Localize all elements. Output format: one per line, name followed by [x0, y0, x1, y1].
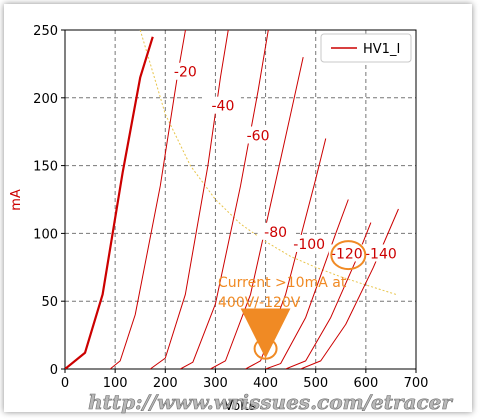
curve-labels: -20 -40 -60 -80 -100 -120 -140: [167, 62, 399, 262]
max-dissipation-line: [139, 30, 397, 295]
legend: HV1_I: [320, 33, 412, 63]
curve-label-bg: [240, 126, 277, 144]
axis-ticks: 0 100 200 300 400 500 600 700 0 50 100 150 200 250: [33, 24, 428, 391]
plate-curve-5: [245, 138, 327, 369]
x-tick-label: 500: [303, 376, 328, 391]
x-tick-label: 100: [103, 376, 128, 391]
legend-box: [320, 33, 412, 63]
plate-curve-0: [65, 36, 154, 369]
y-axis-label: mA: [9, 189, 24, 211]
y-tick-label: 150: [33, 160, 58, 175]
curve-label-bg: [291, 234, 328, 252]
curve-label: -80: [264, 225, 287, 241]
plate-curve-6: [265, 199, 349, 369]
x-tick-label: 400: [253, 376, 278, 391]
highlight-circle: [330, 240, 367, 271]
curve-label-bg: [257, 222, 294, 240]
x-axis-label: Volts: [224, 399, 256, 414]
y-tick-label: 50: [41, 295, 58, 310]
curve-label: -20: [174, 65, 197, 81]
y-tick-label: 100: [33, 227, 58, 242]
x-tick-label: 200: [153, 376, 178, 391]
chart-frame: [4, 4, 472, 412]
annotation-text-line: Current >10mA at: [218, 275, 347, 291]
curve-label: -40: [212, 99, 235, 115]
x-tick-label: 600: [353, 376, 378, 391]
curve-label-bg: [328, 244, 365, 262]
curve-label: -140: [365, 246, 397, 262]
x-tick-label: 0: [61, 376, 69, 391]
plate-curve-3: [180, 30, 269, 369]
curve-label-bg: [167, 62, 204, 80]
annotation: Current >10mA at 400V/-120V: [218, 240, 367, 360]
highlight-circle: [253, 337, 278, 360]
x-tick-label: 300: [203, 376, 228, 391]
y-tick-label: 0: [50, 363, 58, 378]
max-dissipation-curve: [139, 30, 397, 295]
plot-area-border: [64, 29, 417, 370]
x-tick-label: 700: [404, 376, 429, 391]
annotation-text-line: 400V/-120V: [218, 295, 301, 311]
curve-label: -60: [247, 128, 270, 144]
curve-label-bg: [362, 244, 399, 262]
y-tick-label: 200: [33, 92, 58, 107]
watermark: http://www.wrissues.com/etracer: [88, 390, 453, 414]
curve-label-bg: [204, 96, 241, 114]
curve-label: -100: [293, 237, 325, 253]
plate-curve-2: [149, 30, 229, 369]
curve-label: -120: [331, 246, 363, 262]
grid: [65, 30, 416, 369]
legend-label: HV1_I: [363, 42, 400, 57]
y-tick-label: 250: [33, 24, 58, 39]
